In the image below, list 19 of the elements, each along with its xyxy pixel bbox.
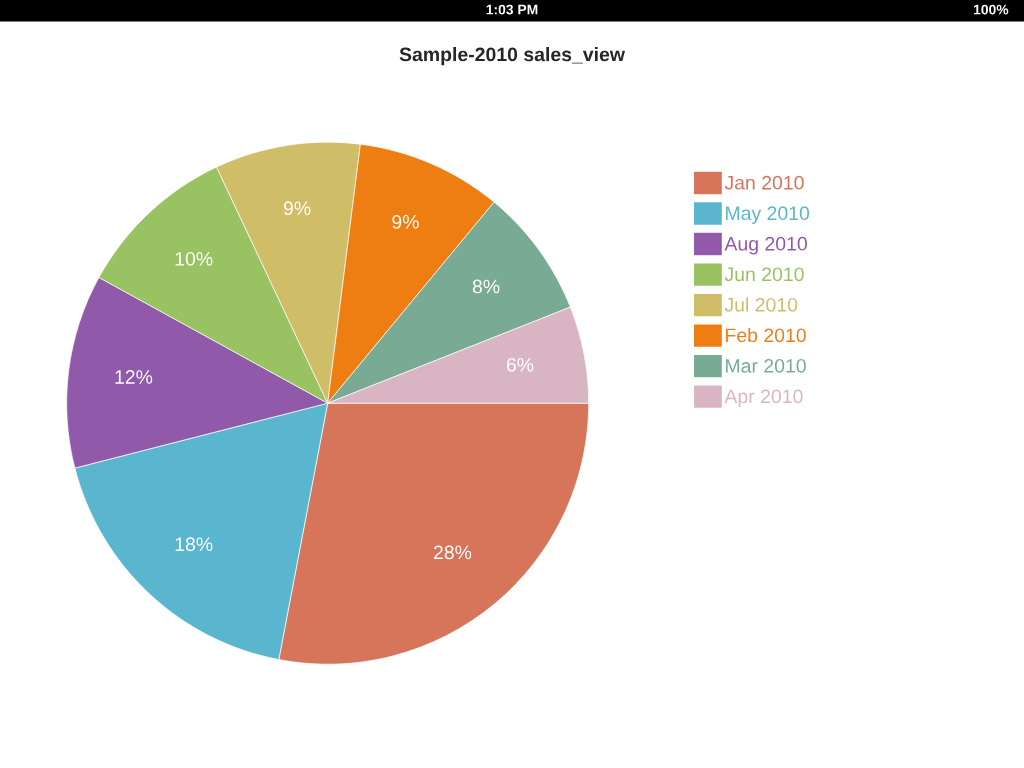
data-label: 9% xyxy=(283,201,311,216)
legend-label: Mar 2010 xyxy=(726,358,806,373)
data-label: 8% xyxy=(472,279,500,294)
legend-label: Jul 2010 xyxy=(724,297,798,312)
data-label: 10% xyxy=(175,251,213,266)
legend-label: Feb 2010 xyxy=(726,327,806,343)
legend-label: Apr 2010 xyxy=(724,389,803,408)
legend-label: Jun 2010 xyxy=(724,267,804,282)
data-label: 28% xyxy=(433,545,472,560)
data-label: 9% xyxy=(392,214,419,229)
data-label: 18% xyxy=(175,537,213,552)
legend-label: May 2010 xyxy=(726,206,810,224)
legend-label: Jan 2010 xyxy=(724,175,804,190)
text: 1:03 PM xyxy=(486,4,538,15)
legend-label: Aug 2010 xyxy=(724,236,807,255)
text: 100% xyxy=(973,4,1009,15)
data-label: 12% xyxy=(115,370,153,384)
data-label: 6% xyxy=(506,357,534,372)
chart-title: Sample-2010 sales_view xyxy=(399,47,626,66)
